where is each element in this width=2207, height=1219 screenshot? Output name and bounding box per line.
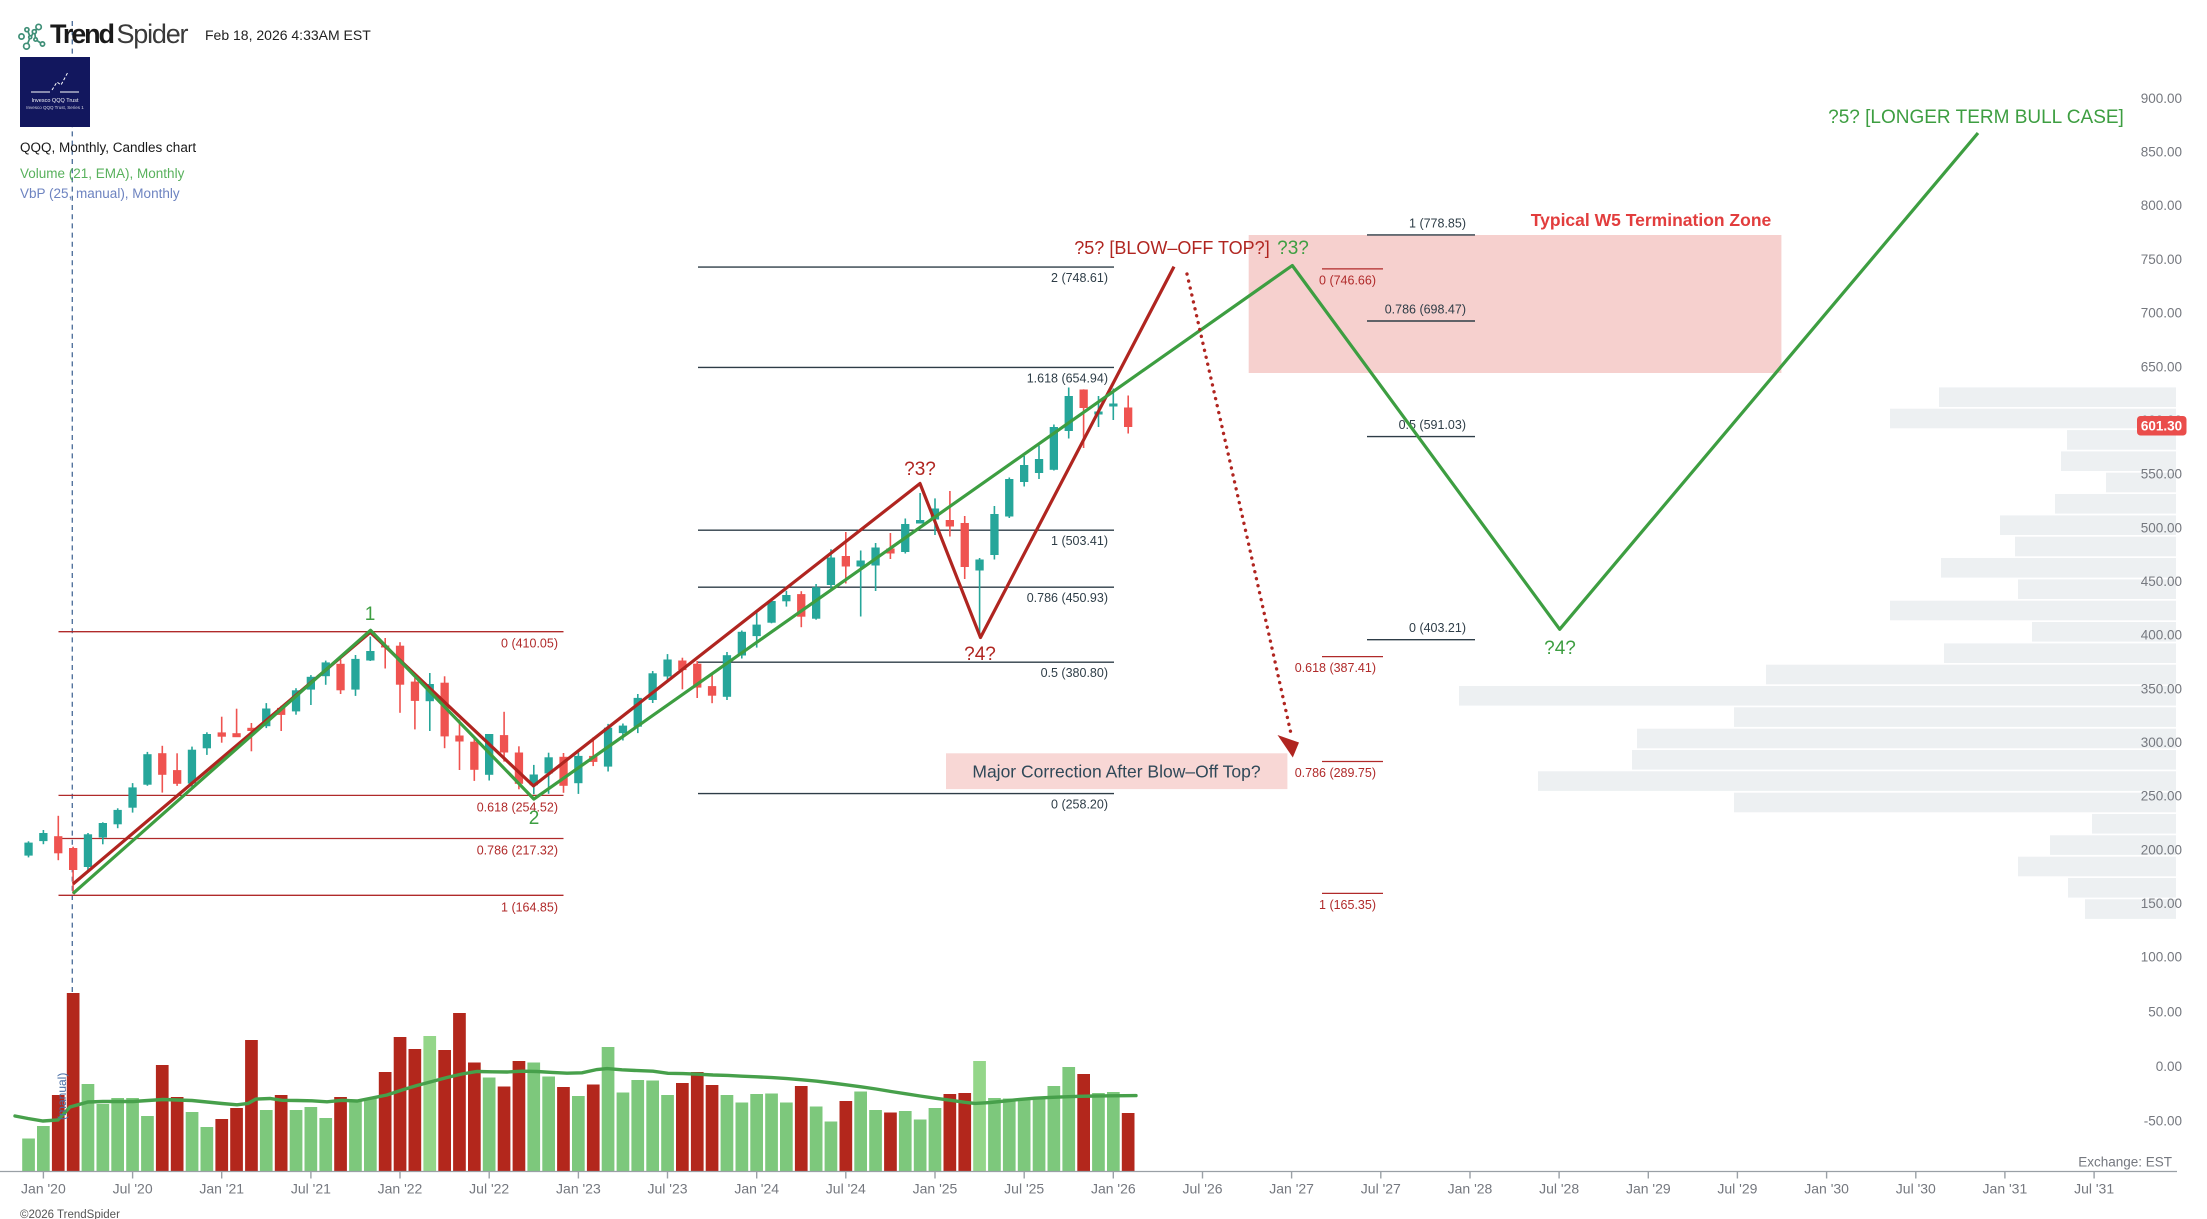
svg-text:0.618 (254.52): 0.618 (254.52) [477,800,558,814]
svg-text:Major Correction After Blow–Of: Major Correction After Blow–Off Top? [972,762,1261,782]
svg-text:1 (165.35): 1 (165.35) [1319,898,1376,912]
svg-text:0.786 (698.47): 0.786 (698.47) [1385,303,1466,317]
svg-text:Volume (21, EMA), Monthly: Volume (21, EMA), Monthly [20,166,185,181]
svg-text:Jul '24: Jul '24 [826,1181,866,1197]
svg-text:550.00: 550.00 [2141,467,2182,482]
svg-text:Jan '21: Jan '21 [199,1181,244,1197]
svg-text:?4?: ?4? [964,644,996,665]
svg-text:0.618 (387.41): 0.618 (387.41) [1295,661,1376,675]
svg-text:850.00: 850.00 [2141,145,2182,160]
svg-text:Jan '22: Jan '22 [378,1181,423,1197]
svg-text:350.00: 350.00 [2141,681,2182,696]
svg-text:?3?: ?3? [904,459,936,480]
svg-text:1: 1 [365,604,376,625]
svg-text:0.00: 0.00 [2156,1059,2182,1074]
svg-text:Spider: Spider [117,19,189,49]
svg-text:Jan '23: Jan '23 [556,1181,601,1197]
svg-text:Jul '31: Jul '31 [2074,1181,2114,1197]
svg-text:Jul '22: Jul '22 [469,1181,509,1197]
svg-text:VbP (25, manual), Monthly: VbP (25, manual), Monthly [20,186,180,201]
svg-text:?5? [LONGER TERM BULL CASE]: ?5? [LONGER TERM BULL CASE] [1828,107,2124,128]
svg-text:500.00: 500.00 [2141,520,2182,535]
svg-text:Feb 18, 2026 4:33AM EST: Feb 18, 2026 4:33AM EST [205,27,371,43]
svg-text:Jul '25: Jul '25 [1004,1181,1044,1197]
svg-text:Jul '23: Jul '23 [647,1181,687,1197]
svg-text:Typical W5 Termination Zone: Typical W5 Termination Zone [1531,210,1772,230]
svg-text:Jul '30: Jul '30 [1896,1181,1936,1197]
svg-text:Jul '28: Jul '28 [1539,1181,1579,1197]
svg-text:Jan '30: Jan '30 [1804,1181,1849,1197]
svg-text:50.00: 50.00 [2148,1005,2182,1020]
svg-text:2: 2 [529,808,540,829]
svg-text:Invesco QQQ Trust: Invesco QQQ Trust [31,98,79,104]
svg-text:Jan '29: Jan '29 [1626,1181,1671,1197]
svg-text:Jul '21: Jul '21 [291,1181,331,1197]
svg-text:0 (403.21): 0 (403.21) [1409,621,1466,635]
svg-text:Jan '24: Jan '24 [734,1181,779,1197]
svg-text:0.5 (591.03): 0.5 (591.03) [1399,418,1466,432]
svg-text:Invesco QQQ Trust, Series 1: Invesco QQQ Trust, Series 1 [26,105,84,110]
svg-text:1 (503.41): 1 (503.41) [1051,534,1108,548]
svg-text:2 (748.61): 2 (748.61) [1051,271,1108,285]
svg-text:Jan '20: Jan '20 [21,1181,66,1197]
svg-text:Jan '31: Jan '31 [1983,1181,2028,1197]
svg-text:450.00: 450.00 [2141,574,2182,589]
svg-text:Jul '29: Jul '29 [1717,1181,1757,1197]
svg-text:400.00: 400.00 [2141,628,2182,643]
svg-text:300.00: 300.00 [2141,735,2182,750]
svg-text:0 (746.66): 0 (746.66) [1319,273,1376,287]
svg-text:1.618 (654.94): 1.618 (654.94) [1027,371,1108,385]
svg-text:Jul '26: Jul '26 [1182,1181,1222,1197]
svg-text:Exchange: EST: Exchange: EST [2078,1155,2172,1170]
svg-text:700.00: 700.00 [2141,306,2182,321]
svg-text:QQQ, Monthly, Candles chart: QQQ, Monthly, Candles chart [20,140,196,155]
svg-text:1 (164.85): 1 (164.85) [501,900,558,914]
svg-text:0 (410.05): 0 (410.05) [501,637,558,651]
svg-text:©2026 TrendSpider: ©2026 TrendSpider [20,1209,120,1219]
svg-text:650.00: 650.00 [2141,359,2182,374]
svg-text:0.786 (217.32): 0.786 (217.32) [477,844,558,858]
svg-text:Jul '27: Jul '27 [1361,1181,1401,1197]
svg-text:750.00: 750.00 [2141,252,2182,267]
svg-text:Jan '27: Jan '27 [1269,1181,1314,1197]
svg-text:(manual): (manual) [55,1073,69,1120]
svg-text:150.00: 150.00 [2141,896,2182,911]
svg-text:?4?: ?4? [1544,638,1576,659]
svg-text:900.00: 900.00 [2141,91,2182,106]
svg-text:601.30: 601.30 [2141,419,2182,434]
svg-text:200.00: 200.00 [2141,842,2182,857]
svg-text:1 (778.85): 1 (778.85) [1409,216,1466,230]
svg-text:0.5 (380.80): 0.5 (380.80) [1041,666,1108,680]
svg-text:Jan '28: Jan '28 [1448,1181,1493,1197]
svg-text:Jan '26: Jan '26 [1091,1181,1136,1197]
svg-text:0.786 (289.75): 0.786 (289.75) [1295,766,1376,780]
svg-text:?5? [BLOW–OFF TOP?]: ?5? [BLOW–OFF TOP?] [1074,238,1269,258]
svg-text:100.00: 100.00 [2141,950,2182,965]
svg-text:Trend: Trend [50,19,115,49]
svg-text:?3?: ?3? [1277,238,1309,259]
svg-text:0.786 (450.93): 0.786 (450.93) [1027,591,1108,605]
svg-text:250.00: 250.00 [2141,789,2182,804]
svg-text:800.00: 800.00 [2141,198,2182,213]
svg-text:Jul '20: Jul '20 [113,1181,153,1197]
svg-text:Jan '25: Jan '25 [913,1181,958,1197]
svg-text:-50.00: -50.00 [2144,1114,2182,1129]
svg-text:0 (258.20): 0 (258.20) [1051,798,1108,812]
